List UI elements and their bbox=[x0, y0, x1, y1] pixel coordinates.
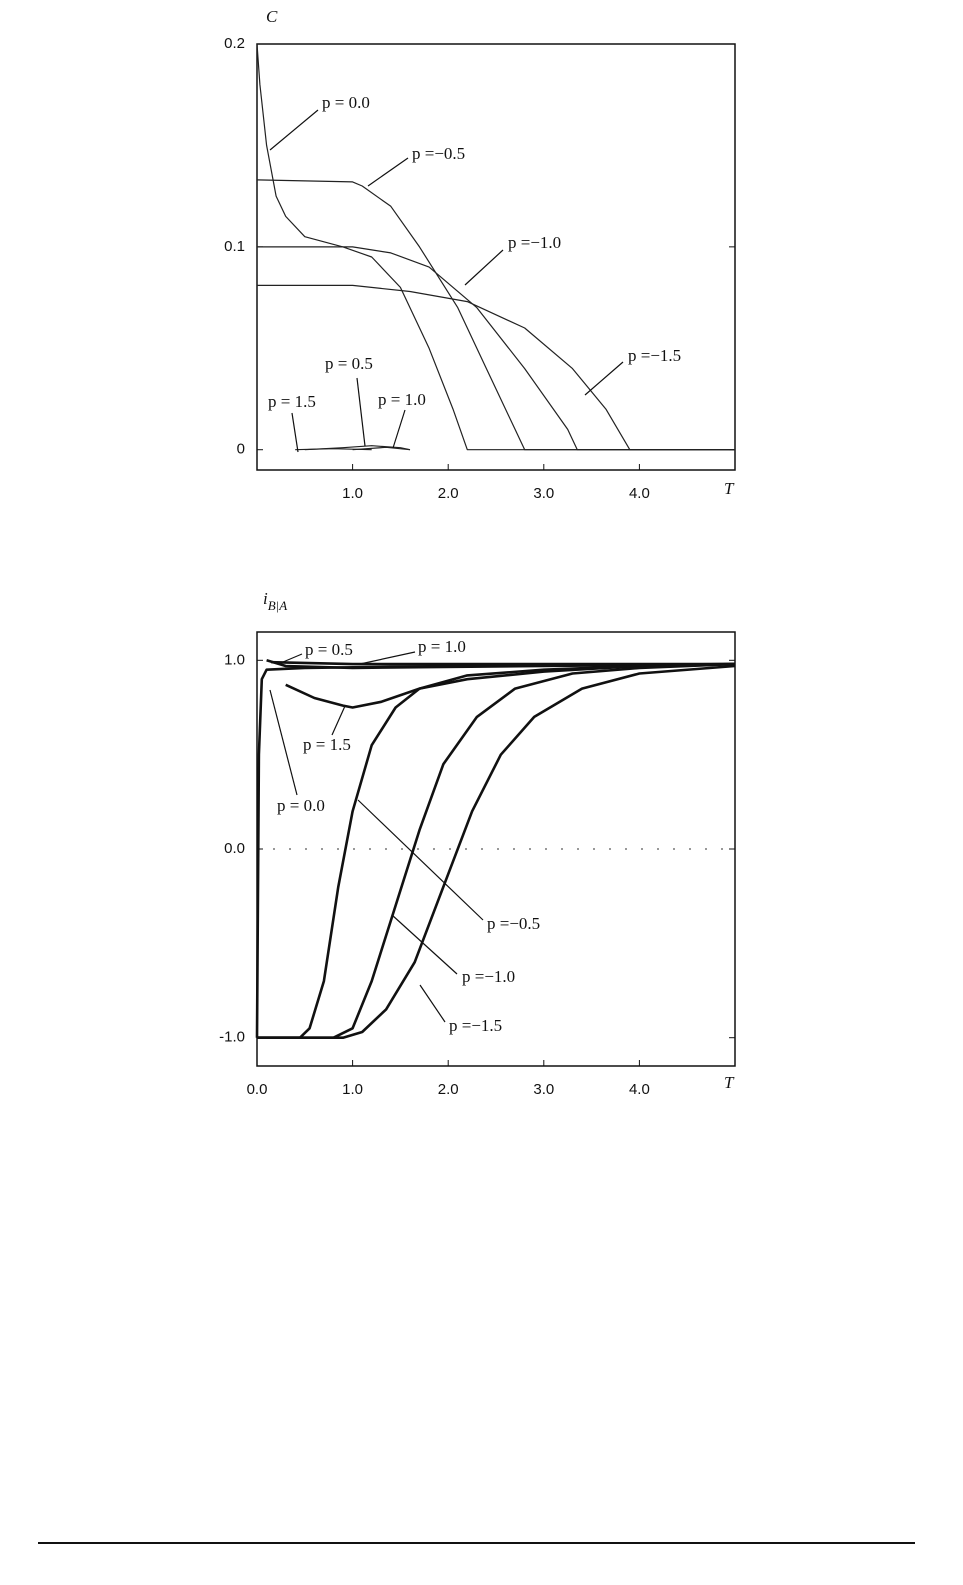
curve-label: p = 1.5 bbox=[268, 392, 316, 411]
curve-label: p =−1.0 bbox=[462, 967, 515, 986]
x-tick-label: 3.0 bbox=[533, 1081, 554, 1098]
callout-leader bbox=[391, 914, 458, 975]
x-tick-label: 3.0 bbox=[533, 485, 554, 502]
y-axis-label: C bbox=[266, 7, 278, 26]
y-axis-label: iB|A bbox=[263, 589, 287, 613]
x-axis-label: T bbox=[724, 479, 735, 498]
callout-leader bbox=[464, 249, 504, 286]
x-tick-label: 2.0 bbox=[438, 485, 459, 502]
callout-leader bbox=[282, 653, 303, 663]
curve-label: p = 0.0 bbox=[277, 796, 325, 815]
curve bbox=[257, 662, 736, 1039]
x-tick-label: 0.0 bbox=[247, 1081, 268, 1098]
curve bbox=[255, 662, 736, 1038]
y-tick-label: 1.0 bbox=[224, 651, 245, 668]
curve bbox=[257, 246, 735, 451]
callout-leader bbox=[367, 157, 409, 187]
curve-label: p = 1.5 bbox=[303, 735, 351, 754]
curve bbox=[257, 664, 736, 1039]
x-tick-label: 2.0 bbox=[438, 1081, 459, 1098]
callout-leader bbox=[357, 799, 484, 921]
callout-leader bbox=[356, 377, 366, 447]
curve-label: p =−1.5 bbox=[449, 1016, 502, 1035]
x-tick-label: 4.0 bbox=[629, 485, 650, 502]
callout-leader bbox=[392, 409, 406, 449]
curve-label: p = 0.5 bbox=[325, 354, 373, 373]
x-tick-label: 1.0 bbox=[342, 1081, 363, 1098]
y-tick-label: 0.1 bbox=[224, 238, 245, 255]
callout-leader bbox=[419, 984, 446, 1023]
plot-frame bbox=[256, 631, 736, 1067]
curve bbox=[352, 446, 411, 451]
y-tick-label: 0 bbox=[237, 441, 245, 458]
y-tick-label: -1.0 bbox=[219, 1029, 245, 1046]
y-tick-label: 0.0 bbox=[224, 840, 245, 857]
x-tick-label: 1.0 bbox=[342, 485, 363, 502]
callout-leader bbox=[359, 651, 416, 665]
plot-frame bbox=[256, 43, 736, 471]
callout-leader bbox=[269, 689, 298, 796]
curve bbox=[256, 179, 735, 451]
curve bbox=[257, 284, 735, 451]
curve-label: p = 0.0 bbox=[322, 93, 370, 112]
callout-leader bbox=[269, 109, 319, 151]
callout-leader bbox=[291, 412, 299, 453]
curve-label: p = 1.0 bbox=[378, 390, 426, 409]
curve-label: p = 0.5 bbox=[305, 640, 353, 659]
y-axis-label-subscript: B|A bbox=[268, 598, 288, 613]
callout-leader bbox=[331, 705, 346, 736]
y-tick-label: 0.2 bbox=[224, 35, 245, 52]
curve-label: p =−0.5 bbox=[412, 144, 465, 163]
x-axis-label: T bbox=[724, 1073, 735, 1092]
curve-label: p = 1.0 bbox=[418, 637, 466, 656]
curve-label: p =−1.5 bbox=[628, 346, 681, 365]
x-tick-label: 4.0 bbox=[629, 1081, 650, 1098]
curve-label: p =−0.5 bbox=[487, 914, 540, 933]
curve-label: p =−1.0 bbox=[508, 233, 561, 252]
callout-leader bbox=[584, 361, 624, 396]
curve bbox=[257, 662, 736, 1039]
